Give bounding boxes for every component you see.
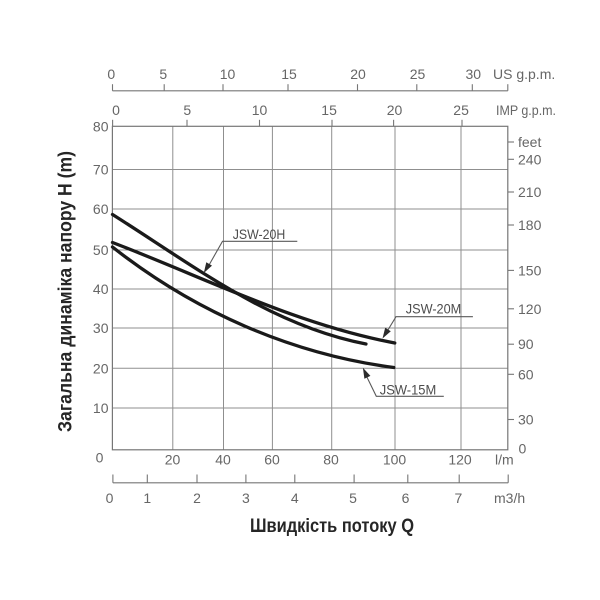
- svg-text:4: 4: [291, 490, 299, 506]
- svg-text:l/m: l/m: [495, 452, 514, 468]
- svg-text:2: 2: [193, 490, 201, 506]
- svg-text:180: 180: [518, 217, 542, 233]
- svg-text:120: 120: [518, 301, 542, 317]
- svg-text:15: 15: [281, 66, 297, 82]
- svg-text:Загальна динаміка напору H (m): Загальна динаміка напору H (m): [56, 151, 77, 432]
- svg-text:40: 40: [93, 281, 109, 297]
- svg-text:0: 0: [112, 102, 120, 118]
- svg-text:JSW-15M: JSW-15M: [380, 383, 437, 398]
- svg-text:25: 25: [410, 66, 426, 82]
- svg-text:US g.p.m.: US g.p.m.: [493, 66, 555, 82]
- svg-text:70: 70: [93, 162, 109, 178]
- svg-text:m3/h: m3/h: [494, 490, 525, 506]
- svg-text:20: 20: [350, 66, 366, 82]
- svg-text:JSW-20M: JSW-20M: [406, 302, 462, 317]
- svg-text:60: 60: [518, 366, 534, 382]
- svg-text:7: 7: [455, 490, 463, 506]
- svg-text:0: 0: [106, 490, 114, 506]
- svg-text:30: 30: [518, 412, 534, 428]
- svg-text:80: 80: [93, 119, 109, 135]
- svg-text:240: 240: [518, 151, 542, 167]
- svg-text:60: 60: [93, 201, 109, 217]
- svg-text:60: 60: [264, 452, 280, 468]
- svg-text:JSW-20H: JSW-20H: [233, 227, 286, 242]
- svg-text:feet: feet: [518, 134, 541, 150]
- svg-text:20: 20: [387, 102, 403, 118]
- svg-text:20: 20: [93, 360, 109, 376]
- svg-text:25: 25: [453, 102, 469, 118]
- svg-text:Швидкість потоку Q: Швидкість потоку Q: [250, 516, 414, 537]
- svg-text:30: 30: [466, 66, 482, 82]
- svg-text:20: 20: [165, 452, 181, 468]
- svg-text:40: 40: [215, 452, 231, 468]
- svg-text:1: 1: [143, 490, 151, 506]
- svg-text:3: 3: [242, 490, 250, 506]
- svg-text:IMP g.p.m.: IMP g.p.m.: [496, 102, 556, 118]
- svg-text:150: 150: [518, 262, 542, 278]
- svg-text:100: 100: [383, 452, 407, 468]
- svg-text:5: 5: [183, 102, 191, 118]
- svg-text:0: 0: [107, 66, 115, 82]
- svg-text:30: 30: [93, 320, 109, 336]
- svg-text:90: 90: [518, 336, 534, 352]
- svg-text:50: 50: [93, 242, 109, 258]
- svg-text:210: 210: [518, 184, 542, 200]
- svg-text:120: 120: [448, 452, 472, 468]
- svg-text:80: 80: [323, 452, 339, 468]
- svg-text:5: 5: [349, 490, 357, 506]
- svg-text:10: 10: [220, 66, 236, 82]
- svg-text:15: 15: [321, 102, 337, 118]
- svg-text:0: 0: [96, 450, 104, 466]
- svg-text:0: 0: [519, 441, 527, 457]
- svg-text:10: 10: [252, 102, 268, 118]
- svg-text:6: 6: [402, 490, 410, 506]
- svg-text:5: 5: [159, 66, 167, 82]
- svg-text:10: 10: [93, 400, 109, 416]
